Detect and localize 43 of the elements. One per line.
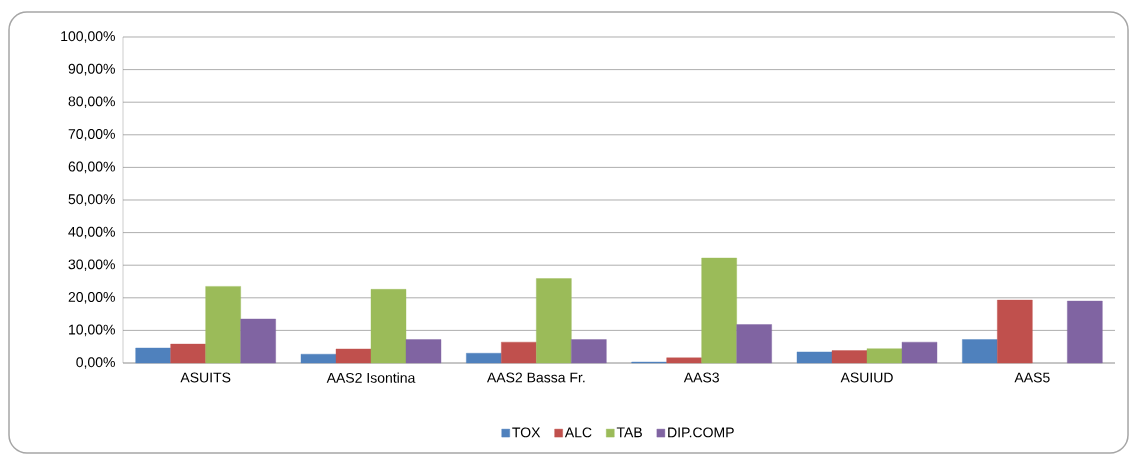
bar	[300, 354, 337, 364]
bar	[170, 343, 206, 364]
x-tick-label: AAS2 Isontina	[326, 372, 416, 383]
bar	[997, 299, 1033, 364]
legend-label: TAB	[616, 427, 642, 438]
y-tick-label: 90,00%	[68, 63, 115, 76]
y-tick-label: 80,00%	[68, 96, 115, 108]
bar	[405, 339, 442, 364]
bar	[901, 341, 938, 364]
x-tick-label: AAS2 Bassa Fr.	[486, 372, 585, 383]
y-tick-label: 10,00%	[69, 324, 115, 337]
y-tick-label: 30,00%	[68, 259, 115, 271]
bar	[466, 353, 502, 364]
y-tick-label: 20,00%	[68, 292, 115, 304]
x-tick-label: ASUITS	[180, 372, 231, 383]
legend-label: DIP.COMP	[668, 427, 734, 438]
bar	[666, 357, 702, 364]
bar	[571, 339, 607, 364]
legend-label: TOX	[512, 427, 541, 438]
bar	[1067, 300, 1103, 364]
y-tick-label: 40,00%	[68, 226, 115, 239]
bar	[135, 347, 171, 364]
bar	[370, 289, 407, 364]
bar	[240, 318, 276, 364]
bar	[701, 257, 737, 364]
legend-label: ALC	[564, 427, 592, 438]
bar	[866, 348, 903, 364]
y-tick-label: 50,00%	[68, 194, 115, 206]
x-tick-label: AAS5	[1014, 372, 1050, 383]
bar	[536, 278, 572, 364]
y-tick-label: 70,00%	[68, 129, 115, 141]
y-tick-label: 0,00%	[76, 357, 115, 369]
bar	[501, 341, 537, 364]
y-tick-label: 100,00%	[61, 31, 115, 43]
bar	[205, 286, 241, 364]
bar	[831, 350, 868, 364]
bar	[736, 324, 772, 364]
bar	[962, 339, 998, 364]
y-tick-label: 60,00%	[68, 161, 115, 174]
x-tick-label: AAS3	[683, 372, 719, 383]
bar	[335, 348, 372, 364]
bar	[796, 351, 833, 364]
x-tick-label: ASUIUD	[840, 372, 893, 383]
